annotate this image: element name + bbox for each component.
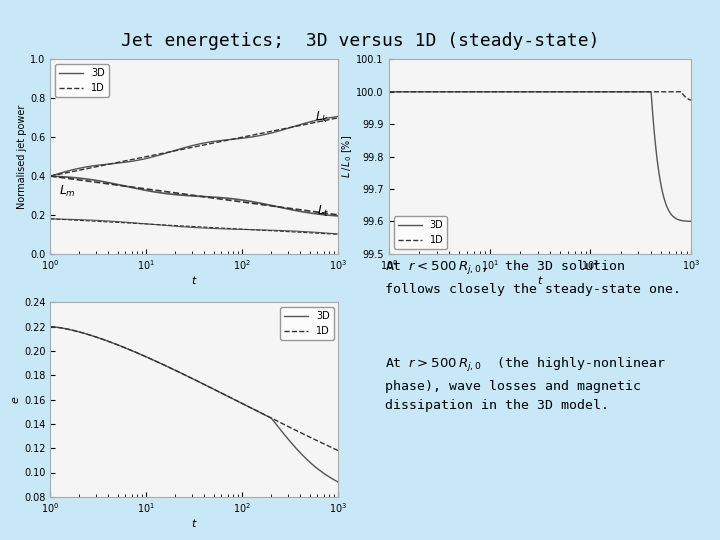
Text: $L_m$: $L_m$ — [59, 184, 76, 199]
Text: At $r < 500\,R_{j,0}$,  the 3D solution
follows closely the steady-state one.: At $r < 500\,R_{j,0}$, the 3D solution f… — [385, 259, 681, 296]
Text: $L_t$: $L_t$ — [317, 204, 330, 219]
X-axis label: $t$: $t$ — [191, 274, 198, 286]
Y-axis label: $L\,/\,L_0\ [\%]$: $L\,/\,L_0\ [\%]$ — [340, 135, 354, 178]
X-axis label: $t$: $t$ — [536, 274, 544, 286]
X-axis label: $t$: $t$ — [191, 517, 198, 529]
Text: $L_k$: $L_k$ — [315, 110, 330, 125]
Legend: 3D, 1D: 3D, 1D — [55, 64, 109, 97]
Text: At $r > 500\,R_{j,0}$  (the highly-nonlinear
phase), wave losses and magnetic
di: At $r > 500\,R_{j,0}$ (the highly-nonlin… — [385, 356, 666, 413]
Legend: 3D, 1D: 3D, 1D — [280, 307, 333, 340]
Y-axis label: Normalised jet power: Normalised jet power — [17, 104, 27, 209]
Legend: 3D, 1D: 3D, 1D — [394, 217, 447, 249]
Text: Jet energetics;  3D versus 1D (steady-state): Jet energetics; 3D versus 1D (steady-sta… — [121, 32, 599, 50]
Y-axis label: $e$: $e$ — [11, 395, 21, 404]
